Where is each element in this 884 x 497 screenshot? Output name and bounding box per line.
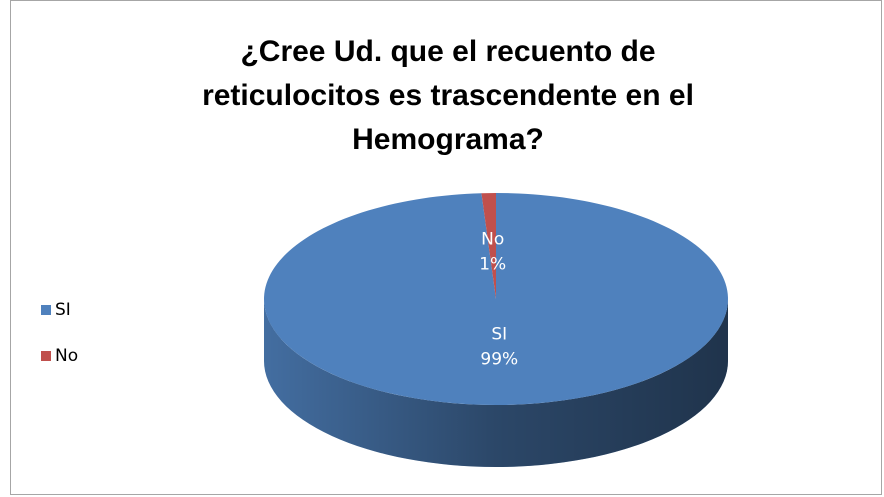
legend-swatch [41, 351, 51, 361]
data-label-value: 1% [479, 254, 506, 274]
data-label-category: No [481, 229, 504, 249]
chart-frame [10, 0, 882, 495]
chart-title: ¿Cree Ud. que el recuento de reticulocit… [202, 35, 694, 156]
legend-swatch [41, 305, 51, 315]
pie-side-shade [264, 299, 728, 467]
legend-label: No [55, 346, 78, 366]
legend-label: SI [55, 300, 71, 320]
data-label-category: SI [491, 325, 507, 345]
pie-slice [481, 193, 496, 299]
data-label-value: 99% [480, 350, 518, 370]
